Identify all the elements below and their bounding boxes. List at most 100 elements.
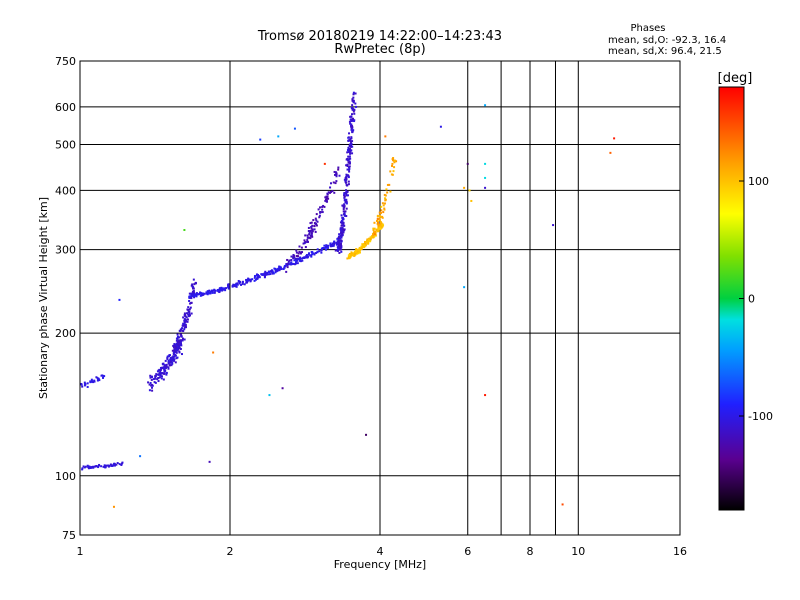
echo-point-O-trace-F-upper [315, 224, 318, 227]
echo-point-cusp-low [168, 364, 171, 367]
echo-point-O-spread-high [345, 215, 348, 218]
echo-point-X-trace [366, 238, 369, 241]
echo-point-O-spread-high [345, 177, 348, 180]
echo-point-cusp-low [158, 373, 161, 376]
echo-point-X-spread [382, 204, 385, 207]
echo-point-O-trace-F-upper [290, 255, 293, 258]
echo-point-cusp-low [169, 360, 172, 363]
echo-point-X-spread [376, 219, 379, 222]
echo-point-cusp-low [172, 353, 175, 356]
echo-point-O-trace-F [271, 272, 274, 275]
echo-point-outlier [470, 199, 473, 202]
echo-point-cusp-mid [175, 337, 178, 340]
echo-point-O-trace-F [254, 278, 257, 281]
echo-point-O-trace-F-upper [327, 197, 330, 200]
echo-point-O-trace-F [269, 273, 272, 276]
echo-point-low-E-layer [100, 465, 103, 468]
echo-point-O-trace-F-upper [299, 252, 302, 255]
echo-point-O-spread-high [345, 202, 348, 205]
echo-point-O-spread-high [336, 249, 339, 252]
echo-point-O-trace-F [318, 250, 321, 253]
echo-point-cusp-mid [173, 344, 176, 347]
echo-point-O-spread-high [343, 178, 346, 181]
echo-point-O-spread-high [344, 179, 347, 182]
echo-point-X-trace [352, 253, 355, 256]
echo-point-low-E-layer [87, 466, 90, 469]
echo-point-X-trace [347, 254, 350, 257]
echo-point-cusp-low [163, 368, 166, 371]
echo-point-O-spread-high [345, 181, 348, 184]
echo-point-X-spread [379, 221, 382, 224]
echo-point-X-trace [360, 247, 363, 250]
echo-point-outlier [208, 460, 211, 463]
echo-point-cusp-low [154, 374, 157, 377]
echo-point-low-E-layer [115, 463, 118, 466]
echo-point-E-hook [96, 379, 99, 382]
echo-point-O-spread-high [339, 228, 342, 231]
echo-point-cusp-mid [183, 312, 186, 315]
echo-point-O-spread-high [349, 139, 352, 142]
echo-point-O-trace-F [243, 283, 246, 286]
echo-point-X-trace [361, 244, 364, 247]
echo-point-O-trace-F [309, 254, 312, 257]
echo-point-cusp-low [162, 378, 165, 381]
echo-point-low-E-layer [81, 468, 84, 471]
y-tick-label: 300 [55, 244, 76, 257]
echo-point-cusp-mid [183, 319, 186, 322]
echo-point-cusp-low [151, 376, 154, 379]
colorbar-tick-label: 0 [748, 293, 755, 306]
echo-point-low-E-layer [121, 461, 124, 464]
echo-point-O-trace-F-upper [314, 217, 317, 220]
echo-point-E-hook [92, 381, 95, 384]
echo-point-O-trace-F [325, 248, 328, 251]
echo-point-X-spread [392, 170, 395, 173]
echo-point-O-trace-F-upper [310, 221, 313, 224]
echo-point-E-hook [80, 382, 83, 385]
echo-point-cusp-mid [188, 310, 191, 313]
echo-point-O-spread-high [350, 120, 353, 123]
echo-point-O-trace-F [308, 252, 311, 255]
echo-point-cusp-low [173, 355, 176, 358]
echo-point-O-trace-F-upper [326, 192, 329, 195]
echo-point-O-trace-F [205, 292, 208, 295]
echo-point-O-spread-high [345, 200, 348, 203]
echo-point-O-trace-F [227, 286, 230, 289]
echo-point-X-spread [376, 214, 379, 217]
echo-point-O-trace-F-upper [331, 190, 334, 193]
echo-point-O-trace-F [274, 270, 277, 273]
echo-point-O-trace-F [234, 285, 237, 288]
echo-point-O-spread-high [342, 228, 345, 231]
echo-point-O-trace-F [273, 267, 276, 270]
echo-point-X-trace [366, 239, 369, 242]
echo-point-low-E-layer [83, 466, 86, 469]
echo-point-cusp-low [166, 355, 169, 358]
echo-point-X-spread [381, 215, 384, 218]
echo-point-X-spread [381, 202, 384, 205]
echo-point-O-spread-high [352, 91, 355, 94]
echo-point-O-spread-high [349, 115, 352, 118]
echo-point-O-trace-F [336, 243, 339, 246]
echo-point-O-trace-F [253, 279, 256, 282]
echo-point-O-trace-F [227, 285, 230, 288]
echo-point-O-spread-high [352, 99, 355, 102]
echo-point-O-trace-F-upper [314, 222, 317, 225]
echo-point-O-spread-high [343, 212, 346, 215]
echo-point-O-spread-high [347, 136, 350, 139]
echo-point-outlier [268, 394, 271, 397]
echo-point-O-trace-F-upper [310, 225, 313, 228]
echo-point-X-spread [376, 217, 379, 220]
echo-point-O-trace-F-upper [311, 235, 314, 238]
echo-point-O-trace-F [295, 262, 298, 265]
echo-point-O-spread-high [355, 105, 358, 108]
echo-point-X-trace [348, 252, 351, 255]
echo-point-X-trace [373, 235, 376, 238]
echo-point-X-spread [386, 191, 389, 194]
echo-point-O-spread-high [348, 160, 351, 163]
echo-point-O-spread-high [345, 192, 348, 195]
echo-point-O-spread-high [342, 224, 345, 227]
echo-point-cusp-low [169, 356, 172, 359]
echo-point-O-trace-F-upper [292, 256, 295, 259]
echo-point-X-trace [357, 249, 360, 252]
echo-point-O-trace-F-upper [300, 246, 303, 249]
